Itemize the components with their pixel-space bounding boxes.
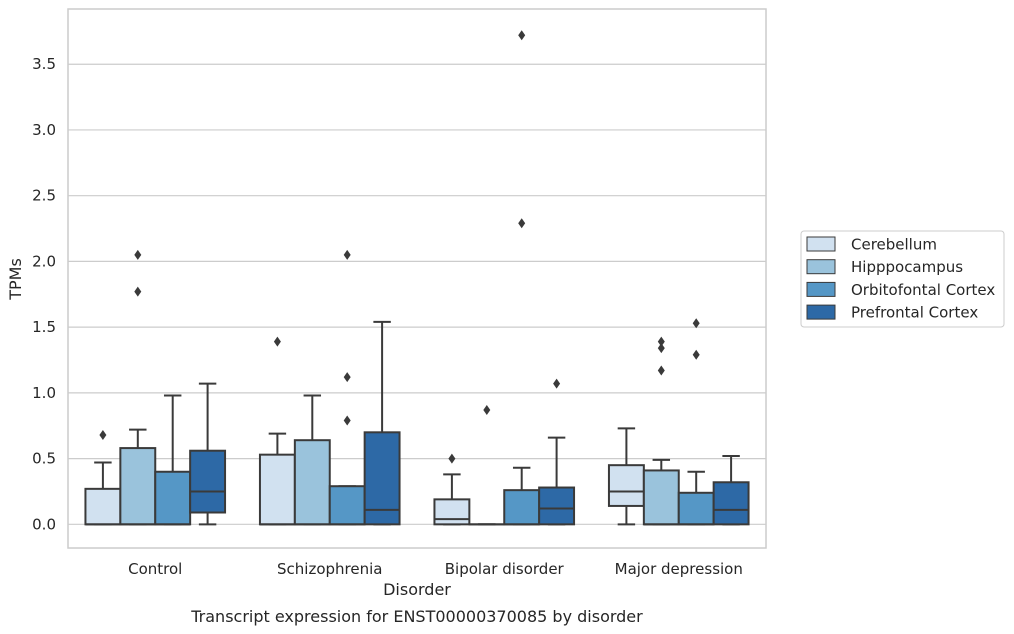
box-1-2 — [328, 249, 366, 526]
box-body — [642, 469, 680, 526]
box-body — [293, 439, 331, 526]
legend-label: Prefrontal Cortex — [851, 304, 978, 322]
legend-label: Cerebellum — [851, 236, 937, 254]
box-0-0 — [84, 429, 122, 526]
box-body — [607, 464, 645, 507]
outlier-point — [657, 336, 665, 347]
legend: Cerebellum Hipppocampus Orbitofontal Corte… — [800, 230, 1005, 328]
box-1-3 — [363, 320, 401, 526]
y-tick-label: 3.5 — [32, 55, 56, 73]
boxes — [84, 30, 750, 526]
box-body — [538, 486, 576, 526]
y-tick-label: 1.0 — [32, 384, 56, 402]
box-body — [328, 485, 366, 526]
legend-swatch — [806, 259, 836, 275]
y-tick-label: 1.5 — [32, 318, 56, 336]
outlier-point — [134, 286, 142, 297]
x-tick-label: Control — [128, 560, 182, 578]
x-tick-label: Schizophrenia — [277, 560, 382, 578]
box-body — [677, 491, 715, 526]
box-body — [503, 489, 541, 526]
outlier-point — [343, 249, 351, 260]
outlier-point — [553, 378, 561, 389]
outlier-point — [518, 30, 526, 41]
box-2-1 — [468, 404, 506, 526]
x-tick-labels: Control Schizophrenia Bipolar disorder Majo… — [128, 560, 743, 578]
legend-label: Orbitofontal Cortex — [851, 281, 995, 299]
box-3-1 — [642, 336, 680, 526]
box-body — [154, 470, 192, 526]
legend-frame — [800, 230, 1005, 328]
box-2-0 — [433, 453, 471, 526]
box-0-2 — [154, 394, 192, 526]
box-body — [433, 498, 471, 526]
box-body — [712, 481, 750, 526]
x-axis-label: Disorder — [383, 580, 451, 599]
outlier-point — [134, 249, 142, 260]
outlier-point — [343, 372, 351, 383]
outlier-point — [448, 453, 456, 464]
box-3-2 — [677, 318, 715, 526]
outlier-point — [99, 429, 107, 440]
y-axis-label: TPMs — [6, 258, 25, 301]
outlier-point — [657, 365, 665, 376]
outlier-point — [343, 415, 351, 426]
box-body — [119, 447, 157, 526]
outlier-point — [518, 218, 526, 229]
outlier-point — [657, 343, 665, 354]
legend-swatch — [806, 236, 836, 252]
box-1-1 — [293, 394, 331, 526]
x-tick-label: Major depression — [615, 560, 743, 578]
box-body — [84, 487, 122, 526]
box-3-3 — [712, 454, 750, 526]
x-tick-label: Bipolar disorder — [445, 560, 565, 578]
outlier-point — [692, 318, 700, 329]
y-tick-label: 2.0 — [32, 252, 56, 270]
box-0-3 — [189, 382, 227, 526]
outlier-point — [273, 336, 281, 347]
box-1-0 — [258, 336, 296, 526]
y-tick-label: 0.0 — [32, 515, 56, 533]
grid — [68, 63, 766, 525]
box-2-3 — [538, 378, 576, 526]
y-tick-label: 0.5 — [32, 450, 56, 468]
box-body — [258, 453, 296, 526]
legend-label: Hipppocampus — [851, 258, 963, 276]
legend-swatch — [806, 304, 836, 320]
y-tick-label: 2.5 — [32, 187, 56, 205]
box-3-0 — [607, 427, 645, 526]
box-2-2 — [503, 30, 541, 526]
box-body — [189, 449, 227, 514]
box-0-1 — [119, 249, 157, 526]
y-tick-label: 3.0 — [32, 121, 56, 139]
chart-title: Transcript expression for ENST0000037008… — [190, 607, 643, 626]
legend-swatch — [806, 281, 836, 297]
outlier-point — [692, 349, 700, 360]
y-tick-labels: 0.0 0.5 1.0 1.5 2.0 2.5 3.0 3.5 — [32, 55, 56, 533]
plot-frame — [67, 8, 767, 549]
outlier-point — [483, 404, 491, 415]
